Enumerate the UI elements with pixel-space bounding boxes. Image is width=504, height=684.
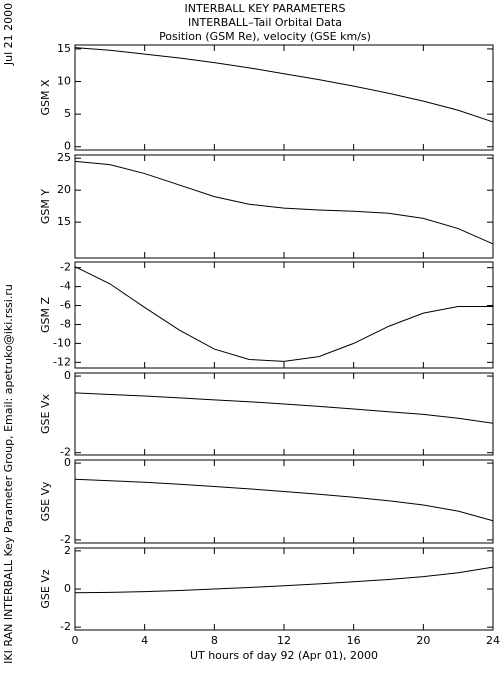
title: INTERBALL KEY PARAMETERS [185,2,346,15]
x-tick-label: 16 [347,634,361,647]
x-axis-label: UT hours of day 92 (Apr 01), 2000 [190,649,378,662]
y-axis-label: GSM X [39,79,52,115]
x-tick-label: 12 [277,634,291,647]
panel-frame [74,547,494,631]
y-axis-label: GSE Vx [39,394,52,434]
y-tick-label: -2 [60,533,71,546]
data-line [74,266,493,362]
y-tick-label: -2 [60,620,71,633]
y-tick-label: 0 [64,369,71,382]
y-tick-label: 0 [64,582,71,595]
y-tick-label: -6 [60,299,71,312]
panel-frame [74,459,494,544]
y-axis-label: GSM Y [39,189,52,224]
panel-frame [74,154,494,259]
y-tick-label: -2 [60,261,71,274]
y-tick-label: 10 [57,75,71,88]
panel-frame [74,372,494,456]
y-tick-label: 20 [57,183,71,196]
y-axis-label: GSE Vz [39,569,52,608]
y-axis-label: GSE Vy [39,481,52,521]
y-tick-label: -2 [60,446,71,459]
y-tick-label: 25 [57,151,71,164]
panel-frame [74,261,494,369]
y-tick-label: 5 [64,107,71,120]
data-line [74,47,494,123]
x-tick-label: 8 [211,634,218,647]
y-tick-label: -12 [53,355,71,368]
data-line [74,160,494,245]
y-tick-label: 15 [57,215,71,228]
panel-frame [74,44,494,151]
x-tick-label: 20 [416,634,430,647]
y-tick-label: 15 [57,42,71,55]
data-line [74,566,494,594]
description: Position (GSM Re), velocity (GSE km/s) [159,30,371,43]
y-tick-label: -8 [60,317,71,330]
x-tick-label: 0 [72,634,79,647]
y-tick-label: 2 [64,544,71,557]
data-line [74,478,494,522]
x-tick-label: 24 [486,634,500,647]
y-tick-label: 0 [64,140,71,153]
y-tick-label: -4 [60,280,71,293]
y-tick-label: -10 [53,336,71,349]
credit-label: IKI RAN INTERBALL Key Parameter Group, E… [2,284,15,664]
y-axis-label: GSM Z [39,297,52,333]
date-label: Jul 21 2000 [2,3,15,66]
x-tick-label: 4 [141,634,148,647]
data-line [74,392,494,424]
subtitle: INTERBALL–Tail Orbital Data [188,16,342,29]
y-tick-label: 0 [64,456,71,469]
